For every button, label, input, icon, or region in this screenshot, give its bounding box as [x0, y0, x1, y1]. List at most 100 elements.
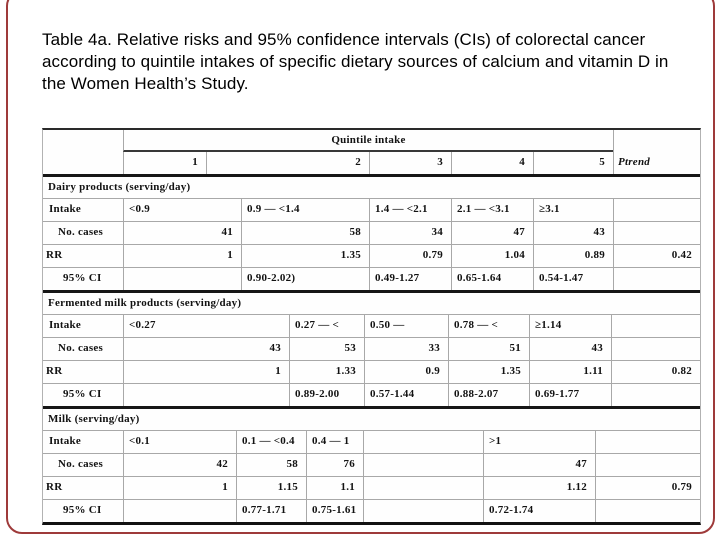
table-cell: 0.72-1.74 — [483, 500, 595, 522]
quintile-intake-group-header: Quintile intake — [123, 130, 613, 152]
table-header: Quintile intake 1 2 3 4 5 Ptrend — [43, 130, 700, 177]
table-cell: 0.4 — 1 — [306, 431, 363, 453]
row-label: No. cases — [58, 458, 104, 470]
table-cell: 0.65-1.64 — [451, 268, 533, 290]
table-cell — [123, 500, 236, 522]
row-label: Intake — [49, 435, 82, 447]
column-header-q4: 4 — [451, 152, 533, 174]
table-row-cases: No. cases 43 53 33 51 43 — [43, 337, 700, 360]
table-cell: 0.9 — [364, 361, 448, 383]
table-row-rr: RR 1 1.35 0.79 1.04 0.89 0.42 — [43, 244, 700, 267]
table-cell: 0.79 — [369, 245, 451, 267]
table-cell: 0.89 — [533, 245, 613, 267]
header-empty-cell — [43, 152, 123, 174]
row-label: 95% CI — [63, 504, 102, 516]
column-header-ptrend: Ptrend — [613, 152, 700, 174]
data-table: Quintile intake 1 2 3 4 5 Ptrend Dairy p… — [42, 128, 701, 525]
table-cell: 0.27 — < — [289, 315, 364, 337]
table-cell — [611, 338, 700, 360]
column-header-q2: 2 — [206, 152, 369, 174]
table-cell: 1.35 — [448, 361, 529, 383]
section-milk: Milk (serving/day) Intake <0.1 0.1 — <0.… — [43, 406, 700, 522]
table-cell: 0.54-1.47 — [533, 268, 613, 290]
table-cell — [613, 268, 700, 290]
table-row-intake: Intake <0.1 0.1 — <0.4 0.4 — 1 >1 — [43, 430, 700, 453]
table-cell: 0.89-2.00 — [289, 384, 364, 406]
table-cell: 43 — [123, 338, 289, 360]
column-header-q1: 1 — [123, 152, 206, 174]
table-cell: 0.82 — [611, 361, 700, 383]
table-cell: ≥3.1 — [533, 199, 613, 221]
header-empty-cell — [613, 130, 700, 152]
section-title: Milk (serving/day) — [48, 413, 140, 425]
table-cell: 0.50 — — [364, 315, 448, 337]
table-cell: 0.57-1.44 — [364, 384, 448, 406]
header-empty-cell — [43, 130, 123, 152]
table-cell — [611, 315, 700, 337]
table-cell: 76 — [306, 454, 363, 476]
table-cell: >1 — [483, 431, 595, 453]
table-cell — [363, 500, 483, 522]
table-cell — [123, 384, 289, 406]
table-cell: ≥1.14 — [529, 315, 611, 337]
section-dairy-products: Dairy products (serving/day) Intake <0.9… — [43, 177, 700, 290]
table-cell: 0.75-1.61 — [306, 500, 363, 522]
table-cell: 53 — [289, 338, 364, 360]
table-cell: 1.04 — [451, 245, 533, 267]
table-cell: 58 — [241, 222, 369, 244]
section-fermented-milk: Fermented milk products (serving/day) In… — [43, 290, 700, 406]
row-label: RR — [46, 481, 63, 493]
table-cell: 41 — [123, 222, 241, 244]
row-label: 95% CI — [63, 388, 102, 400]
table-cell: 1.12 — [483, 477, 595, 499]
table-cell: 43 — [529, 338, 611, 360]
table-cell: 1.35 — [241, 245, 369, 267]
table-cell — [595, 500, 700, 522]
table-cell — [363, 454, 483, 476]
table-cell: 0.1 — <0.4 — [236, 431, 306, 453]
table-cell: 0.42 — [613, 245, 700, 267]
row-label: RR — [46, 249, 63, 261]
table-cell: <0.9 — [123, 199, 241, 221]
row-label: Intake — [49, 319, 82, 331]
table-cell — [363, 477, 483, 499]
table-row-ci: 95% CI 0.90-2.02) 0.49-1.27 0.65-1.64 0.… — [43, 267, 700, 290]
table-cell: 0.78 — < — [448, 315, 529, 337]
table-row-ci: 95% CI 0.89-2.00 0.57-1.44 0.88-2.07 0.6… — [43, 383, 700, 406]
table-cell: 43 — [533, 222, 613, 244]
table-cell: 58 — [236, 454, 306, 476]
row-label: RR — [46, 365, 63, 377]
table-cell: 0.9 — <1.4 — [241, 199, 369, 221]
table-cell: 1.11 — [529, 361, 611, 383]
slide-title: Table 4a. Relative risks and 95% confide… — [42, 30, 669, 94]
table-cell: <0.1 — [123, 431, 236, 453]
table-cell: 2.1 — <3.1 — [451, 199, 533, 221]
table-cell — [611, 384, 700, 406]
table-cell: 47 — [451, 222, 533, 244]
table-cell: 42 — [123, 454, 236, 476]
table-cell: 0.79 — [595, 477, 700, 499]
table-cell: 0.49-1.27 — [369, 268, 451, 290]
table-row-rr: RR 1 1.15 1.1 1.12 0.79 — [43, 476, 700, 499]
column-header-q5: 5 — [533, 152, 613, 174]
table-cell: 0.88-2.07 — [448, 384, 529, 406]
column-header-q3: 3 — [369, 152, 451, 174]
table-cell: 0.69-1.77 — [529, 384, 611, 406]
table-cell — [613, 222, 700, 244]
table-row-intake: Intake <0.9 0.9 — <1.4 1.4 — <2.1 2.1 — … — [43, 198, 700, 221]
table-cell — [595, 454, 700, 476]
header-columns-row: 1 2 3 4 5 Ptrend — [43, 152, 700, 174]
row-label: 95% CI — [63, 272, 102, 284]
table-row-intake: Intake <0.27 0.27 — < 0.50 — 0.78 — < ≥1… — [43, 314, 700, 337]
table-cell — [595, 431, 700, 453]
table-cell: 0.77-1.71 — [236, 500, 306, 522]
table-cell: 1.15 — [236, 477, 306, 499]
table-cell: 1 — [123, 477, 236, 499]
table-cell: 47 — [483, 454, 595, 476]
table-cell: 1.33 — [289, 361, 364, 383]
row-label: Intake — [49, 203, 82, 215]
table-cell: 0.90-2.02) — [241, 268, 369, 290]
table-cell: 34 — [369, 222, 451, 244]
table-row-cases: No. cases 42 58 76 47 — [43, 453, 700, 476]
table-cell: 51 — [448, 338, 529, 360]
